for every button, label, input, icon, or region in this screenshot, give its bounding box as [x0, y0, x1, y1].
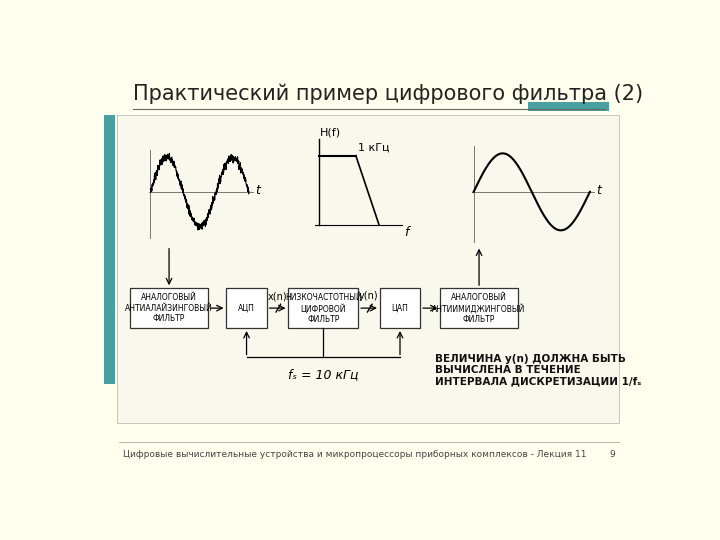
Text: t: t: [255, 184, 260, 197]
Text: x(n): x(n): [268, 291, 287, 301]
Text: Цифровые вычислительные устройства и микропроцессоры приборных комплексов - Лекц: Цифровые вычислительные устройства и мик…: [122, 450, 586, 459]
Text: НИЗКОЧАСТОТНЫЙ
ЦИФРОВОЙ
ФИЛЬТР: НИЗКОЧАСТОТНЫЙ ЦИФРОВОЙ ФИЛЬТР: [285, 293, 361, 323]
Bar: [117, 115, 619, 423]
Text: АНАЛОГОВЫЙ
АНТИИМИДЖИНГОВЫЙ
ФИЛЬТР: АНАЛОГОВЫЙ АНТИИМИДЖИНГОВЫЙ ФИЛЬТР: [433, 293, 526, 323]
Text: y(n): y(n): [359, 291, 379, 301]
Text: 9: 9: [610, 450, 616, 459]
Text: АНАЛОГОВЫЙ
АНТИАЛАЙЗИНГОВЫЙ
ФИЛЬТР: АНАЛОГОВЫЙ АНТИАЛАЙЗИНГОВЫЙ ФИЛЬТР: [125, 293, 213, 323]
Text: f: f: [404, 226, 408, 240]
Bar: [380, 288, 420, 328]
Bar: [130, 288, 208, 328]
Text: Практический пример цифрового фильтра (2): Практический пример цифрового фильтра (2…: [132, 84, 643, 104]
Bar: [289, 288, 358, 328]
Bar: [226, 288, 266, 328]
Text: H(f): H(f): [320, 127, 341, 137]
Text: ВЕЛИЧИНА y(n) ДОЛЖНА БЫТЬ
ВЫЧИСЛЕНА В ТЕЧЕНИЕ
ИНТЕРВАЛА ДИСКРЕТИЗАЦИИ 1/fₛ: ВЕЛИЧИНА y(n) ДОЛЖНА БЫТЬ ВЫЧИСЛЕНА В ТЕ…: [435, 354, 641, 387]
Bar: [528, 102, 609, 111]
Text: fₛ = 10 кГц: fₛ = 10 кГц: [288, 368, 359, 381]
Text: АЦП: АЦП: [238, 303, 255, 313]
Text: 1 кГц: 1 кГц: [358, 143, 390, 153]
Text: ЦАП: ЦАП: [392, 303, 408, 313]
Bar: [104, 115, 114, 384]
Bar: [441, 288, 518, 328]
Text: t: t: [596, 184, 601, 197]
